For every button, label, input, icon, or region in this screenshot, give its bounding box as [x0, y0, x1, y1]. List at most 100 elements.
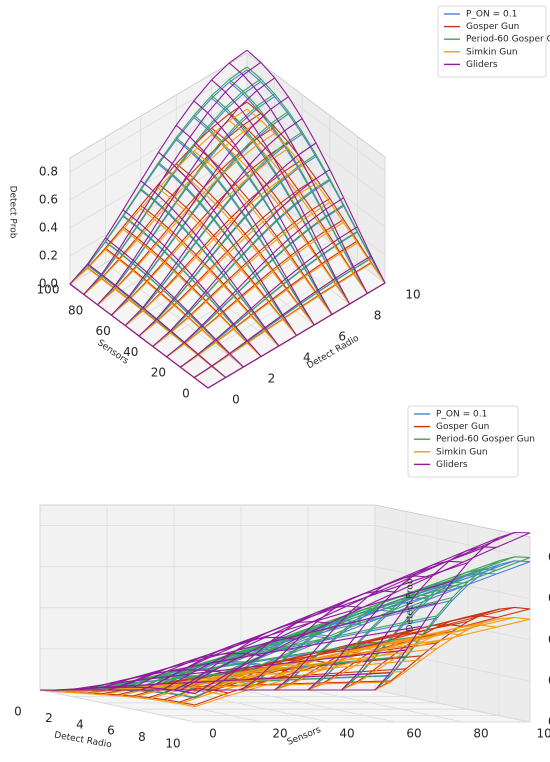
wireframes [39, 531, 531, 708]
x-tick-label: 8 [374, 309, 382, 323]
x-tick-label: 6 [107, 724, 115, 738]
x-tick-label: 2 [268, 372, 276, 386]
gridline [374, 525, 531, 558]
wire-line [140, 672, 296, 691]
series-wireframe-4 [69, 108, 386, 389]
x-tick-label: 0 [232, 393, 240, 407]
x-axis-label: Detect Radio [306, 333, 362, 371]
wire-line [374, 616, 531, 691]
wire-line [73, 669, 229, 691]
y-tick-label: 0 [209, 727, 217, 741]
wire-line [307, 632, 464, 691]
wire-line [180, 226, 358, 368]
x-tick-label: 10 [405, 288, 420, 302]
y-tick-label: 80 [473, 727, 488, 741]
wire-line [341, 546, 497, 691]
z-tick-label: 0.6 [548, 591, 550, 605]
z-tick-label: 0.4 [39, 221, 58, 235]
gridline [374, 689, 531, 723]
wire-line [97, 133, 275, 306]
wire-line [166, 197, 344, 358]
wire-line [69, 49, 248, 285]
wire-line [111, 141, 289, 316]
x-tick-label: 2 [45, 711, 53, 725]
z-tick-label: 0.0 [548, 715, 550, 729]
z-tick-label: 0.6 [39, 193, 58, 207]
y-axis-label: Sensors [286, 725, 323, 748]
y-tick-label: 60 [406, 727, 421, 741]
gridline [246, 178, 386, 284]
plot-top-view: 02468100204060801000.00.20.40.60.8Detect… [8, 5, 550, 407]
wire-line [97, 77, 275, 306]
wire-line [124, 159, 303, 327]
wire-line [140, 636, 296, 691]
gridline [180, 261, 358, 368]
wire-line [152, 169, 331, 347]
wire-line [274, 575, 430, 691]
wire-line [124, 118, 303, 326]
gridline [105, 262, 244, 368]
wire-line [240, 590, 397, 691]
legend-label: P_ON = 0.1 [466, 10, 517, 20]
y-tick-label: 100 [37, 283, 60, 297]
wire-line [69, 66, 248, 285]
gridline [246, 94, 386, 200]
wire-line [193, 263, 372, 379]
wire-line [166, 221, 344, 358]
gridline [69, 94, 248, 201]
gridline [69, 178, 248, 285]
wire-line [69, 108, 248, 285]
legend: P_ON = 0.1 Gosper Gun Period-60 Gosper Gun… [437, 5, 550, 78]
wire-line [138, 177, 317, 337]
x-tick-label: 4 [76, 717, 84, 731]
axes-panes [39, 504, 531, 723]
y-tick-label: 100 [537, 727, 550, 741]
wire-line [124, 164, 303, 327]
wire-line [193, 255, 372, 379]
wire-line [341, 624, 497, 691]
gridline [240, 689, 397, 723]
wire-line [374, 531, 531, 691]
y-tick-label: 60 [96, 324, 111, 338]
legend-frame [437, 5, 547, 78]
z-tick-label: 0.8 [548, 550, 550, 564]
y-tick-label: 20 [151, 366, 166, 380]
y-tick-label: 40 [339, 727, 354, 741]
wire-line [39, 689, 196, 708]
series-wireframe-5 [39, 531, 531, 695]
wire-line [307, 560, 464, 691]
y-tick-label: 40 [123, 345, 138, 359]
gridline [246, 66, 386, 172]
z-tick-label: 0.2 [548, 673, 550, 687]
gridline [106, 689, 263, 723]
legend-label: Gosper Gun [466, 22, 519, 32]
wire-line [111, 148, 289, 316]
x-tick-label: 4 [303, 351, 311, 365]
y-tick-label: 80 [68, 303, 83, 317]
wire-line [207, 282, 386, 389]
wire-line [97, 93, 275, 306]
wire-line [374, 606, 531, 691]
legend-label: Gliders [466, 60, 498, 70]
wire-line [173, 620, 330, 691]
wire-line [110, 96, 289, 316]
y-tick-label: 20 [272, 727, 287, 741]
gridline [39, 689, 196, 723]
legend-label: Gliders [436, 460, 468, 470]
legend-label: Period-60 Gosper Gun [436, 435, 535, 445]
wire-line [140, 647, 296, 691]
legend-label: Simkin Gun [436, 447, 488, 457]
gridline [69, 122, 248, 229]
legend-label: Gosper Gun [436, 422, 489, 432]
wire-line [152, 178, 331, 347]
wire-line [374, 556, 531, 691]
wire-line [152, 201, 331, 347]
plot-side-view: 02468100204060801000.00.20.40.60.8Detect… [14, 405, 550, 751]
x-tick-label: 8 [138, 730, 146, 744]
legend-frame [407, 405, 519, 478]
z-axis-label: Detect Prob [8, 186, 18, 239]
wireframes [69, 49, 386, 389]
